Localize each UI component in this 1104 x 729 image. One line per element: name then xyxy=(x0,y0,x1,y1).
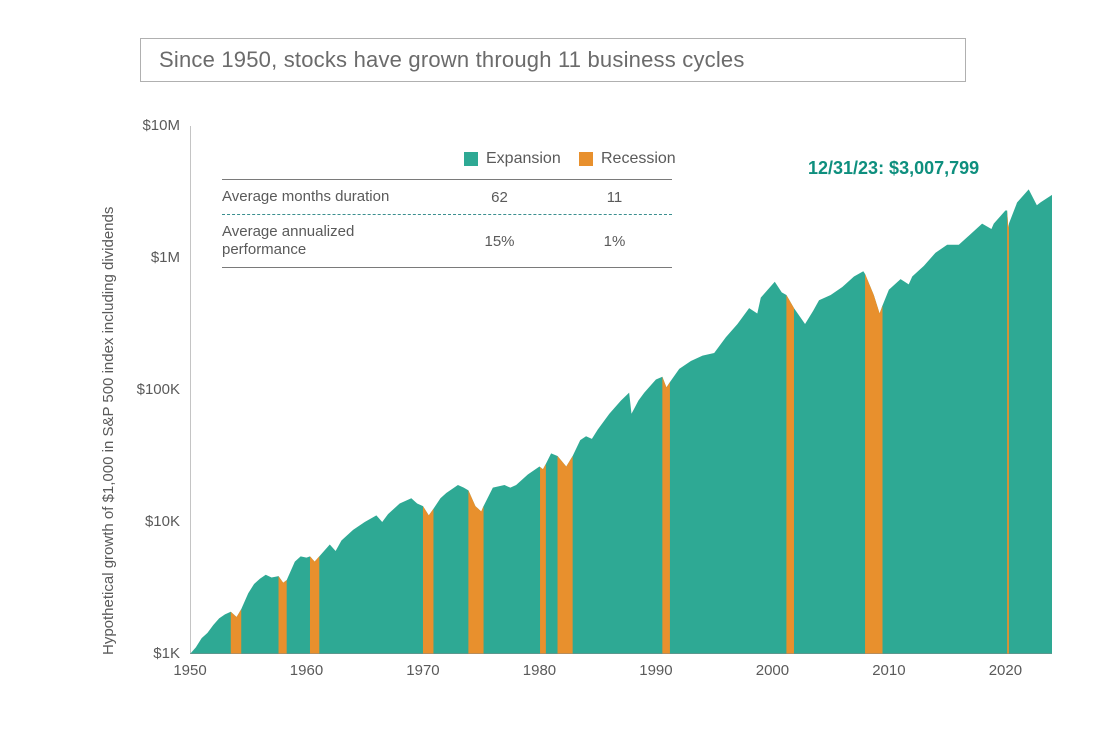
legend-row-val-expansion: 15% xyxy=(442,233,557,250)
x-tick-label: 2000 xyxy=(747,662,797,679)
legend-row-performance: Average annualized performance 15% 1% xyxy=(222,215,672,268)
y-tick-label: $1M xyxy=(120,249,180,266)
final-value-annotation: 12/31/23: $3,007,799 xyxy=(808,158,979,179)
recession-area xyxy=(423,506,433,654)
recession-area xyxy=(468,490,483,654)
chart-title-box: Since 1950, stocks have grown through 11… xyxy=(140,38,966,82)
legend-label-recession: Recession xyxy=(601,150,676,168)
x-tick-label: 1980 xyxy=(514,662,564,679)
x-tick-label: 2010 xyxy=(864,662,914,679)
x-tick-label: 1950 xyxy=(165,662,215,679)
legend-row-duration: Average months duration 62 11 xyxy=(222,180,672,215)
legend-item-expansion: Expansion xyxy=(464,150,561,168)
legend-row-val-expansion: 62 xyxy=(442,189,557,206)
legend-row-label: Average months duration xyxy=(222,188,442,206)
y-axis-title: Hypothetical growth of $1,000 in S&P 500… xyxy=(100,207,117,655)
y-tick-label: $1K xyxy=(120,645,180,662)
x-tick-label: 1990 xyxy=(631,662,681,679)
legend-swatch-recession xyxy=(579,152,593,166)
y-tick-label: $10K xyxy=(120,513,180,530)
x-tick-label: 2020 xyxy=(980,662,1030,679)
chart-title: Since 1950, stocks have grown through 11… xyxy=(159,47,745,73)
legend-row-val-recession: 1% xyxy=(557,233,672,250)
legend-item-recession: Recession xyxy=(579,150,676,168)
x-tick-label: 1970 xyxy=(398,662,448,679)
recession-area xyxy=(558,456,573,654)
x-tick-label: 1960 xyxy=(281,662,331,679)
legend-table: Expansion Recession Average months durat… xyxy=(222,150,672,268)
recession-area xyxy=(231,609,241,654)
legend-label-expansion: Expansion xyxy=(486,150,561,168)
recession-area xyxy=(865,274,882,654)
legend-rows: Average months duration 62 11 Average an… xyxy=(222,179,672,268)
recession-area xyxy=(786,295,794,654)
y-tick-label: $100K xyxy=(120,381,180,398)
recession-area xyxy=(662,377,670,654)
legend-header: Expansion Recession xyxy=(222,150,672,171)
recession-area xyxy=(310,556,319,654)
recession-area xyxy=(540,464,546,654)
page-root: Since 1950, stocks have grown through 11… xyxy=(0,0,1104,729)
y-tick-label: $10M xyxy=(120,117,180,134)
legend-row-val-recession: 11 xyxy=(557,189,672,206)
legend-row-label: Average annualized performance xyxy=(222,223,442,259)
recession-area xyxy=(279,576,287,654)
recession-area xyxy=(1007,210,1009,654)
legend-swatch-expansion xyxy=(464,152,478,166)
